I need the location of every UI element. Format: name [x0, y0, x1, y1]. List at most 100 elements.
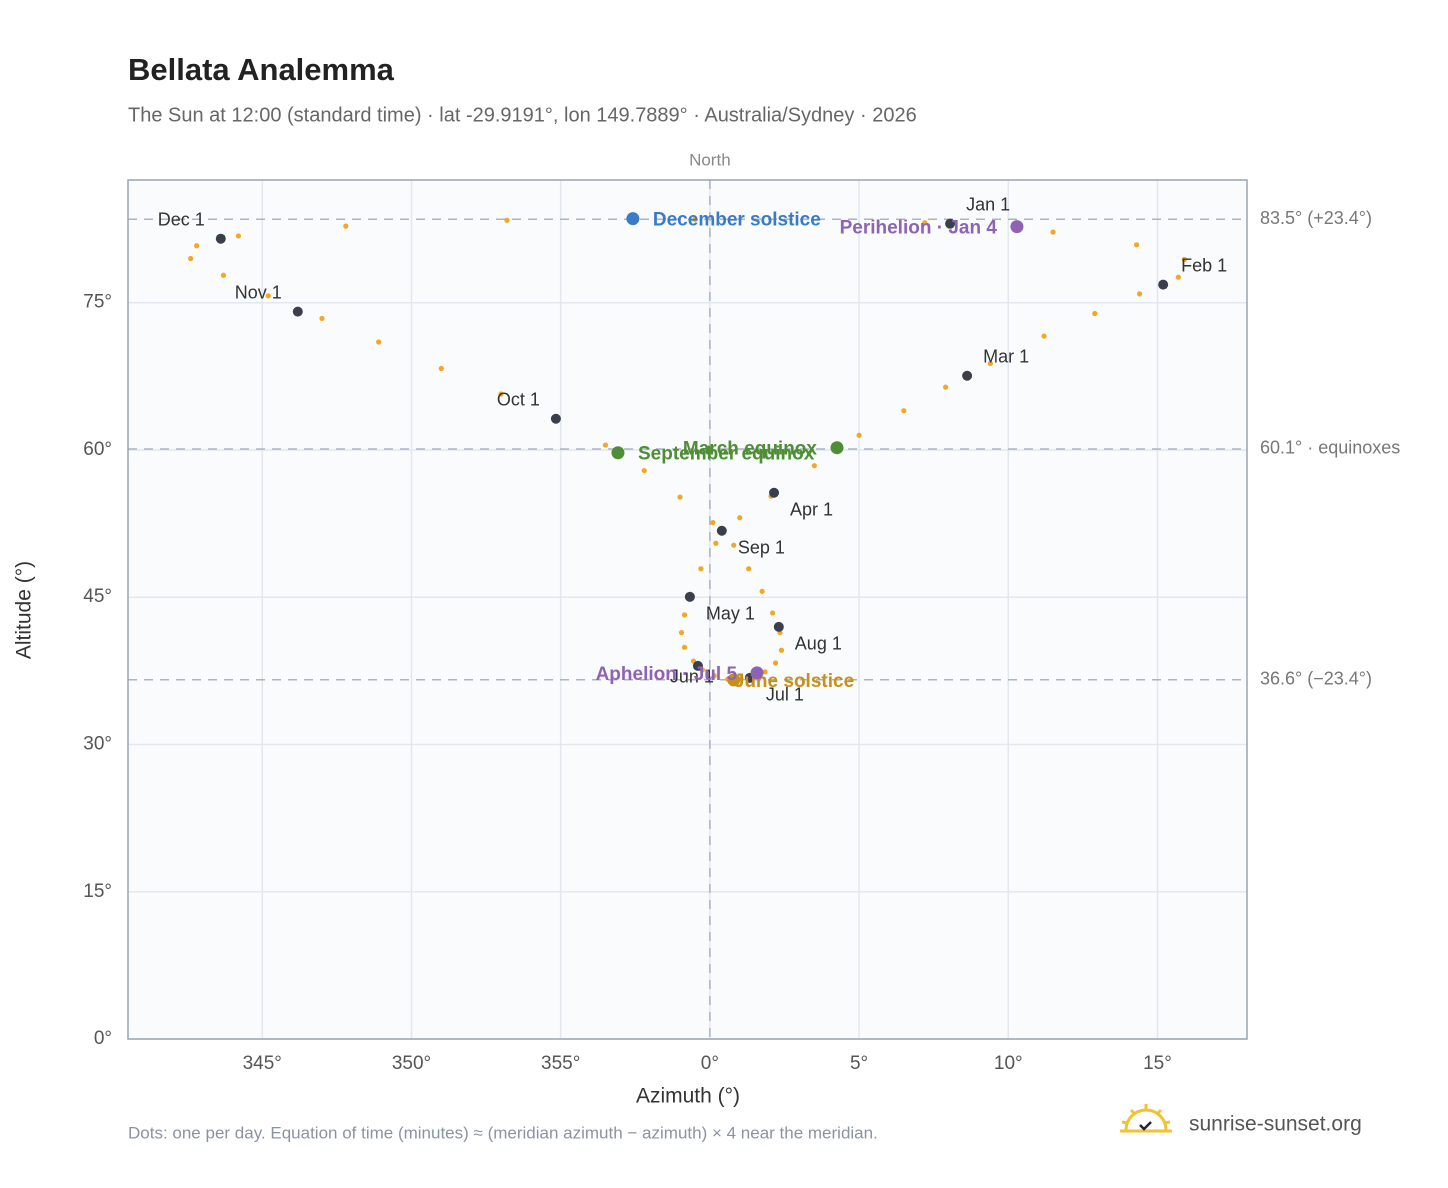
event-marker — [626, 212, 640, 226]
month-marker — [945, 218, 956, 229]
plot-frame — [127, 179, 1248, 1040]
event-label: March equinox — [683, 439, 818, 460]
day-dot — [1181, 256, 1187, 263]
day-dot — [1041, 333, 1047, 339]
x-tick-label: 5° — [850, 1053, 868, 1074]
reference-label: 36.6° (−23.4°) — [1260, 668, 1372, 688]
y-tick-label: 30° — [83, 734, 112, 755]
day-dot — [438, 365, 444, 372]
month-label: Aug 1 — [795, 634, 842, 654]
grid — [128, 180, 1247, 1040]
day-dot — [762, 669, 768, 675]
day-dot — [710, 520, 716, 526]
day-dot — [188, 255, 194, 262]
x-tick-label: 10° — [994, 1053, 1023, 1074]
event-label: Perihelion · Jan 4 — [840, 218, 998, 239]
month-marker — [1158, 279, 1169, 290]
day-dot — [943, 384, 949, 390]
month-label: Nov 1 — [235, 282, 282, 302]
month-marker — [716, 525, 727, 536]
day-dot — [677, 494, 683, 500]
y-tick-label: 15° — [83, 881, 112, 902]
day-dot — [731, 542, 737, 548]
day-dot — [681, 612, 688, 618]
event-label: December solstice — [653, 210, 821, 231]
month-label: May 1 — [706, 604, 755, 624]
reference-label: 83.5° (+23.4°) — [1260, 208, 1372, 228]
y-tick-label: 75° — [83, 292, 112, 313]
event-marker — [750, 666, 764, 680]
y-tick-label: 0° — [94, 1028, 112, 1049]
day-dot — [319, 315, 325, 322]
x-axis-label: Azimuth (°) — [636, 1085, 740, 1108]
day-dot — [746, 566, 752, 572]
plot-background — [128, 180, 1247, 1039]
reference-label: 60.1° · equinoxes — [1260, 438, 1400, 458]
day-dot — [692, 216, 698, 222]
x-tick-label: 355° — [541, 1053, 580, 1074]
day-dot — [1136, 291, 1143, 297]
event-marker — [727, 673, 741, 687]
month-marker — [292, 306, 303, 317]
month-marker — [684, 591, 695, 602]
month-label: Jan 1 — [966, 194, 1010, 214]
day-dot — [922, 220, 928, 226]
day-dot — [678, 629, 685, 636]
day-dot — [641, 467, 647, 474]
event-marker — [1010, 220, 1024, 234]
day-dot — [711, 673, 717, 679]
day-dot — [772, 660, 779, 666]
chart-subtitle: The Sun at 12:00 (standard time) · lat -… — [128, 104, 917, 126]
day-dot — [901, 408, 907, 414]
event-label: September equinox — [638, 444, 815, 465]
day-dot — [265, 293, 271, 299]
day-dot — [504, 217, 510, 223]
meridian-label: North — [689, 150, 731, 169]
month-label: Mar 1 — [983, 347, 1029, 367]
day-dot — [343, 223, 349, 229]
day-dot — [1050, 229, 1056, 235]
event-marker — [611, 446, 625, 460]
day-dot — [698, 566, 704, 572]
day-dot — [376, 339, 382, 345]
x-tick-label: 15° — [1143, 1053, 1172, 1074]
day-dot — [759, 588, 765, 594]
marks: Jan 1 Feb 1 Mar 1 Apr 1 May 1 Jun 1 Jul 1 Aug 1… — [158, 194, 1227, 704]
month-marker — [215, 233, 226, 244]
day-dot — [235, 233, 242, 239]
month-label: Apr 1 — [790, 500, 833, 520]
month-marker — [692, 660, 703, 671]
day-dot — [681, 644, 688, 650]
y-axis-label: Altitude (°) — [13, 561, 36, 659]
footnote: Dots: one per day. Equation of time (min… — [128, 1123, 878, 1142]
chart-title: Bellata Analemma — [128, 52, 395, 87]
month-marker — [550, 413, 561, 424]
day-dot — [1175, 274, 1181, 280]
month-label: Feb 1 — [1181, 255, 1227, 275]
day-dot — [602, 442, 609, 448]
y-tick-label: 45° — [83, 586, 112, 607]
x-tick-label: 345° — [243, 1053, 282, 1074]
month-label: Oct 1 — [497, 390, 540, 410]
day-dot — [194, 243, 200, 249]
brand-logo — [1120, 1104, 1172, 1133]
day-dot — [498, 391, 504, 397]
day-dot — [987, 360, 993, 367]
x-tick-label: 0° — [701, 1053, 719, 1074]
day-dot — [778, 647, 785, 653]
month-marker — [962, 370, 973, 381]
month-label: Jul 1 — [766, 685, 804, 705]
day-dot — [713, 540, 719, 546]
day-dot — [220, 272, 227, 278]
x-tick-label: 350° — [392, 1053, 431, 1074]
month-marker — [769, 487, 780, 498]
day-dot — [737, 515, 743, 521]
day-dot — [769, 610, 776, 616]
month-label: Jun 1 — [670, 667, 714, 687]
month-marker — [773, 621, 784, 632]
event-label: Aphelion · Jul 5 — [596, 664, 738, 685]
day-dot — [1133, 242, 1140, 248]
day-dot — [1092, 310, 1098, 317]
y-tick-label: 60° — [83, 439, 112, 460]
